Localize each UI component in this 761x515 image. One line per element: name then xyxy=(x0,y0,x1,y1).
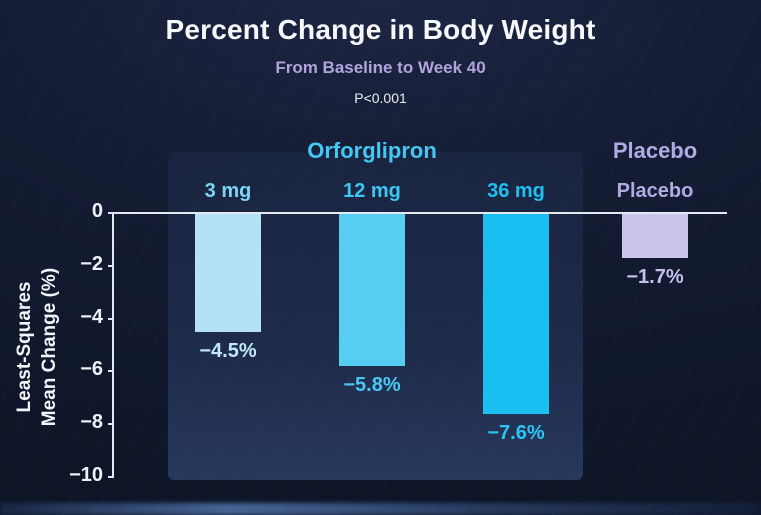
group-label-orforglipron: Orforglipron xyxy=(307,138,437,163)
bar xyxy=(339,213,405,367)
chart-title: Percent Change in Body Weight xyxy=(165,14,596,45)
y-tick-mark xyxy=(108,423,114,426)
bar xyxy=(195,213,261,332)
y-tick-label: −2 xyxy=(80,252,103,275)
y-tick-label: −10 xyxy=(69,464,103,486)
chart-subtitle: From Baseline to Week 40 xyxy=(275,58,486,77)
group-label-placebo: Placebo xyxy=(612,138,698,163)
y-tick-mark xyxy=(108,317,114,320)
bottom-glow-band xyxy=(0,503,761,515)
p-value-annotation: P<0.001 xyxy=(354,90,407,106)
y-tick-label: −4 xyxy=(80,305,103,328)
bar xyxy=(622,213,688,258)
bar-category-label: 12 mg xyxy=(343,180,401,202)
y-tick-label: −8 xyxy=(80,411,103,434)
bar-category-label: 3 mg xyxy=(204,180,252,202)
y-tick-label: 0 xyxy=(91,200,103,222)
y-tick-mark xyxy=(108,212,114,214)
bar-value-label: −1.7% xyxy=(626,265,684,288)
bar-value-label: −7.6% xyxy=(487,421,545,444)
y-axis-line xyxy=(112,212,114,478)
y-tick-label: −6 xyxy=(80,358,103,381)
zero-baseline-axis xyxy=(113,212,727,214)
bar-value-label: −5.8% xyxy=(343,374,401,397)
y-tick-mark xyxy=(108,476,114,478)
y-tick-mark xyxy=(108,264,114,267)
bar-category-label: Placebo xyxy=(616,180,694,202)
y-tick-mark xyxy=(108,370,114,373)
bar-category-label: 36 mg xyxy=(487,180,545,202)
bar xyxy=(483,213,549,414)
bar-value-label: −4.5% xyxy=(199,339,257,362)
